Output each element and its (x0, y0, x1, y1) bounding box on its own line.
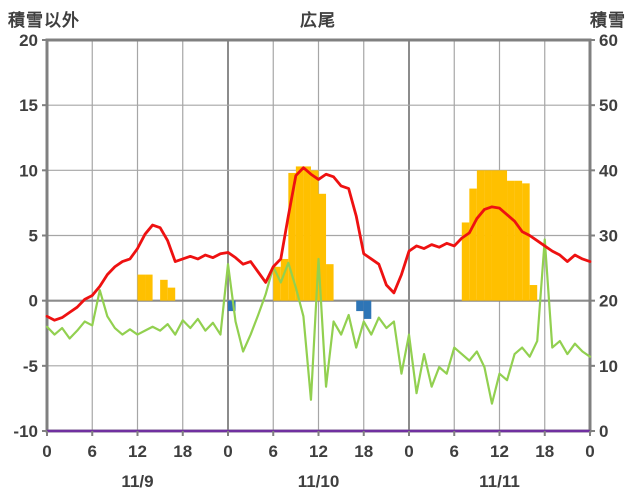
left-axis-title: 積雪以外 (8, 11, 80, 30)
left-axis-ticks: 20 15 10 5 0 -5 -10 (13, 31, 47, 441)
temperature-line-red (45, 166, 592, 322)
hour-tick-label: 6 (269, 442, 278, 461)
right-tick-label: 60 (599, 31, 618, 50)
date-label: 11/10 (298, 472, 340, 491)
hour-tick-label: 12 (490, 442, 509, 461)
hour-tick-label: 18 (535, 442, 554, 461)
date-labels: 11/9 11/10 11/11 (121, 472, 519, 491)
hour-tick-label: 18 (173, 442, 192, 461)
right-tick-label: 20 (599, 292, 618, 311)
rain-bars-blue (228, 300, 372, 319)
right-tick-label: 10 (599, 357, 618, 376)
left-tick-label: 5 (29, 227, 38, 246)
left-tick-label: 20 (19, 31, 38, 50)
right-tick-label: 50 (599, 96, 618, 115)
hour-tick-label: 0 (404, 442, 413, 461)
left-tick-label: -10 (13, 422, 38, 441)
left-tick-label: 15 (19, 96, 38, 115)
right-axis-ticks: 60 50 40 30 20 10 0 (590, 31, 618, 441)
hour-tick-label: 0 (585, 442, 594, 461)
hour-tick-label: 6 (88, 442, 97, 461)
hour-tick-label: 12 (309, 442, 328, 461)
right-tick-label: 30 (599, 227, 618, 246)
date-label: 11/11 (479, 472, 520, 491)
hour-tick-label: 12 (128, 442, 147, 461)
left-tick-label: 10 (19, 161, 38, 180)
hour-tick-label: 0 (42, 442, 51, 461)
hour-tick-label: 18 (354, 442, 373, 461)
snowfall-bars-yellow (137, 166, 538, 301)
right-tick-label: 40 (599, 161, 618, 180)
x-axis-ticks: 0 6 12 18 0 6 12 18 0 6 12 18 0 (42, 431, 595, 461)
green-line (45, 238, 592, 405)
left-tick-label: -5 (23, 357, 38, 376)
hour-tick-label: 6 (450, 442, 459, 461)
date-label: 11/9 (121, 472, 153, 491)
left-tick-label: 0 (29, 292, 38, 311)
right-tick-label: 0 (599, 422, 608, 441)
hour-tick-label: 0 (223, 442, 232, 461)
right-axis-title: 積雪 (590, 11, 626, 30)
